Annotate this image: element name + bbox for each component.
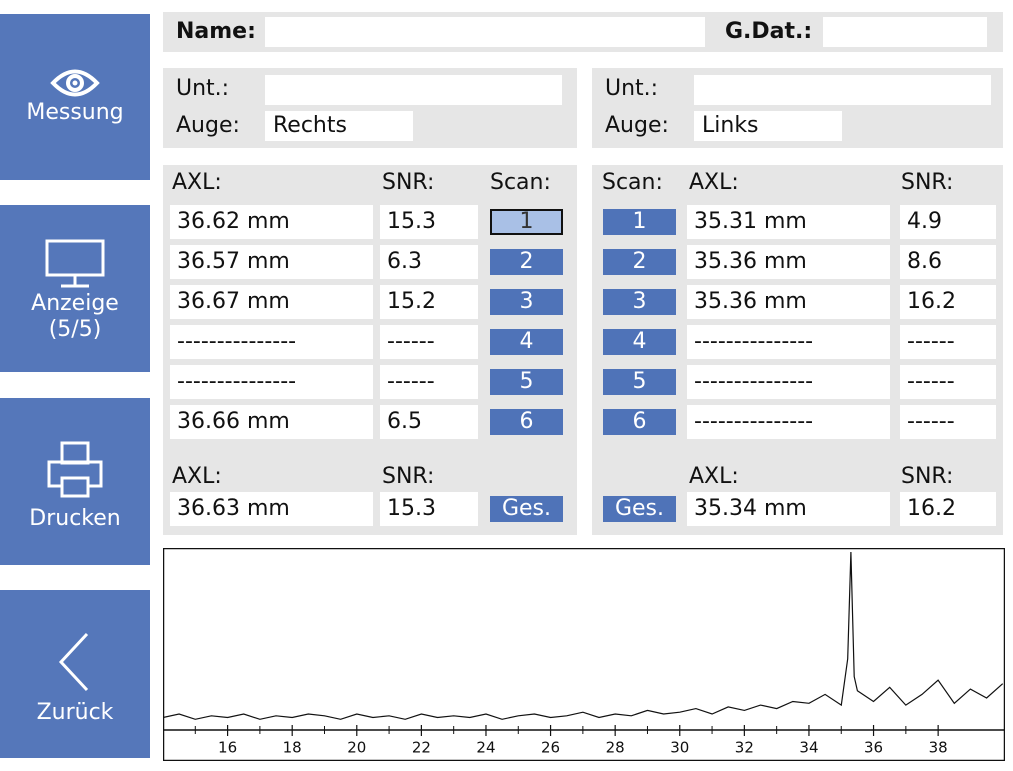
value-cell: ---------------: [170, 325, 373, 359]
eye-icon: [50, 69, 100, 97]
x-tick-label: 24: [476, 739, 495, 757]
x-tick-label: 30: [670, 739, 689, 757]
x-tick-label: 36: [864, 739, 883, 757]
summary-cell: 16.2: [900, 492, 996, 526]
x-tick-label: 26: [541, 739, 560, 757]
summary-cell: 35.34 mm: [687, 492, 890, 526]
value-cell: ---------------: [170, 365, 373, 399]
value-cell: 35.31 mm: [687, 205, 890, 239]
label: Anzeige: [31, 291, 119, 316]
printer-icon: [47, 441, 103, 498]
column-header: AXL:: [172, 170, 222, 195]
value-cell: 15.3: [380, 205, 478, 239]
name-field[interactable]: [265, 17, 705, 47]
signal-trace: [163, 551, 1004, 720]
column-header: SNR:: [901, 170, 954, 195]
chevron-icon: [58, 632, 89, 692]
measure-button[interactable]: Messung: [0, 14, 150, 180]
value-cell: ---------------: [687, 365, 890, 399]
x-tick-label: 34: [799, 739, 818, 757]
value-cell: 36.67 mm: [170, 285, 373, 319]
scan-button[interactable]: 2: [603, 249, 676, 275]
value-cell: 4.9: [900, 205, 996, 239]
value-cell: ------: [900, 325, 996, 359]
scan-button[interactable]: 6: [490, 409, 563, 435]
x-tick-label: 18: [283, 739, 302, 757]
x-tick-label: 16: [218, 739, 237, 757]
scan-button[interactable]: 3: [490, 289, 563, 315]
value-cell: 36.57 mm: [170, 245, 373, 279]
name-label: Name:: [176, 19, 256, 44]
value-cell: ------: [380, 325, 478, 359]
scan-button[interactable]: 4: [490, 329, 563, 355]
x-tick-label: 38: [929, 739, 948, 757]
print-button[interactable]: Drucken: [0, 398, 150, 565]
scan-button[interactable]: 3: [603, 289, 676, 315]
x-tick-label: 22: [412, 739, 431, 757]
exam-field[interactable]: [265, 75, 562, 105]
total-button[interactable]: Ges.: [490, 496, 563, 522]
value-cell: ------: [900, 365, 996, 399]
value-cell: ------: [380, 365, 478, 399]
eye-label: Auge:: [605, 113, 669, 138]
summary-cell: 36.63 mm: [170, 492, 373, 526]
scan-button[interactable]: 5: [603, 369, 676, 395]
scan-button[interactable]: 6: [603, 409, 676, 435]
back-button[interactable]: Zurück: [0, 590, 150, 758]
exam-field[interactable]: [694, 75, 991, 105]
exam-label: Unt.:: [605, 76, 659, 101]
value-cell: 16.2: [900, 285, 996, 319]
x-tick-label: 28: [606, 739, 625, 757]
summary-cell: 15.3: [380, 492, 478, 526]
eye-field: Links: [694, 111, 842, 141]
summary-label: SNR:: [382, 464, 435, 489]
label: Messung: [26, 100, 124, 125]
page-indicator: (5/5): [48, 317, 102, 342]
exam-label: Unt.:: [176, 76, 230, 101]
display-button[interactable]: Anzeige (5/5): [0, 205, 150, 372]
eye-label: Auge:: [176, 113, 240, 138]
column-header: Scan:: [602, 170, 663, 195]
value-cell: 15.2: [380, 285, 478, 319]
x-tick-label: 32: [735, 739, 754, 757]
column-header: AXL:: [689, 170, 739, 195]
value-cell: 8.6: [900, 245, 996, 279]
summary-label: SNR:: [901, 464, 954, 489]
scan-button[interactable]: 1: [603, 209, 676, 235]
value-cell: 36.66 mm: [170, 405, 373, 439]
scan-button[interactable]: 4: [603, 329, 676, 355]
signal-plot: 16 18 20 22 24 26 28 30 32 34 36 38: [163, 548, 1005, 761]
birth-label: G.Dat.:: [725, 19, 813, 44]
eye-field: Rechts: [265, 111, 413, 141]
value-cell: 36.62 mm: [170, 205, 373, 239]
column-header: Scan:: [490, 170, 551, 195]
monitor-icon: [45, 239, 105, 288]
plot-frame: [163, 548, 1005, 761]
value-cell: 6.5: [380, 405, 478, 439]
summary-label: AXL:: [689, 464, 739, 489]
label: Zurück: [36, 700, 114, 725]
column-header: SNR:: [382, 170, 435, 195]
value-cell: ------: [900, 405, 996, 439]
label: Drucken: [29, 506, 121, 531]
scan-button[interactable]: 1: [490, 209, 563, 235]
x-tick-label: 20: [347, 739, 366, 757]
value-cell: 35.36 mm: [687, 285, 890, 319]
value-cell: ---------------: [687, 325, 890, 359]
value-cell: 6.3: [380, 245, 478, 279]
scan-button[interactable]: 2: [490, 249, 563, 275]
total-button[interactable]: Ges.: [603, 496, 676, 522]
summary-label: AXL:: [172, 464, 222, 489]
value-cell: 35.36 mm: [687, 245, 890, 279]
value-cell: ---------------: [687, 405, 890, 439]
birth-field[interactable]: [823, 17, 987, 47]
scan-button[interactable]: 5: [490, 369, 563, 395]
